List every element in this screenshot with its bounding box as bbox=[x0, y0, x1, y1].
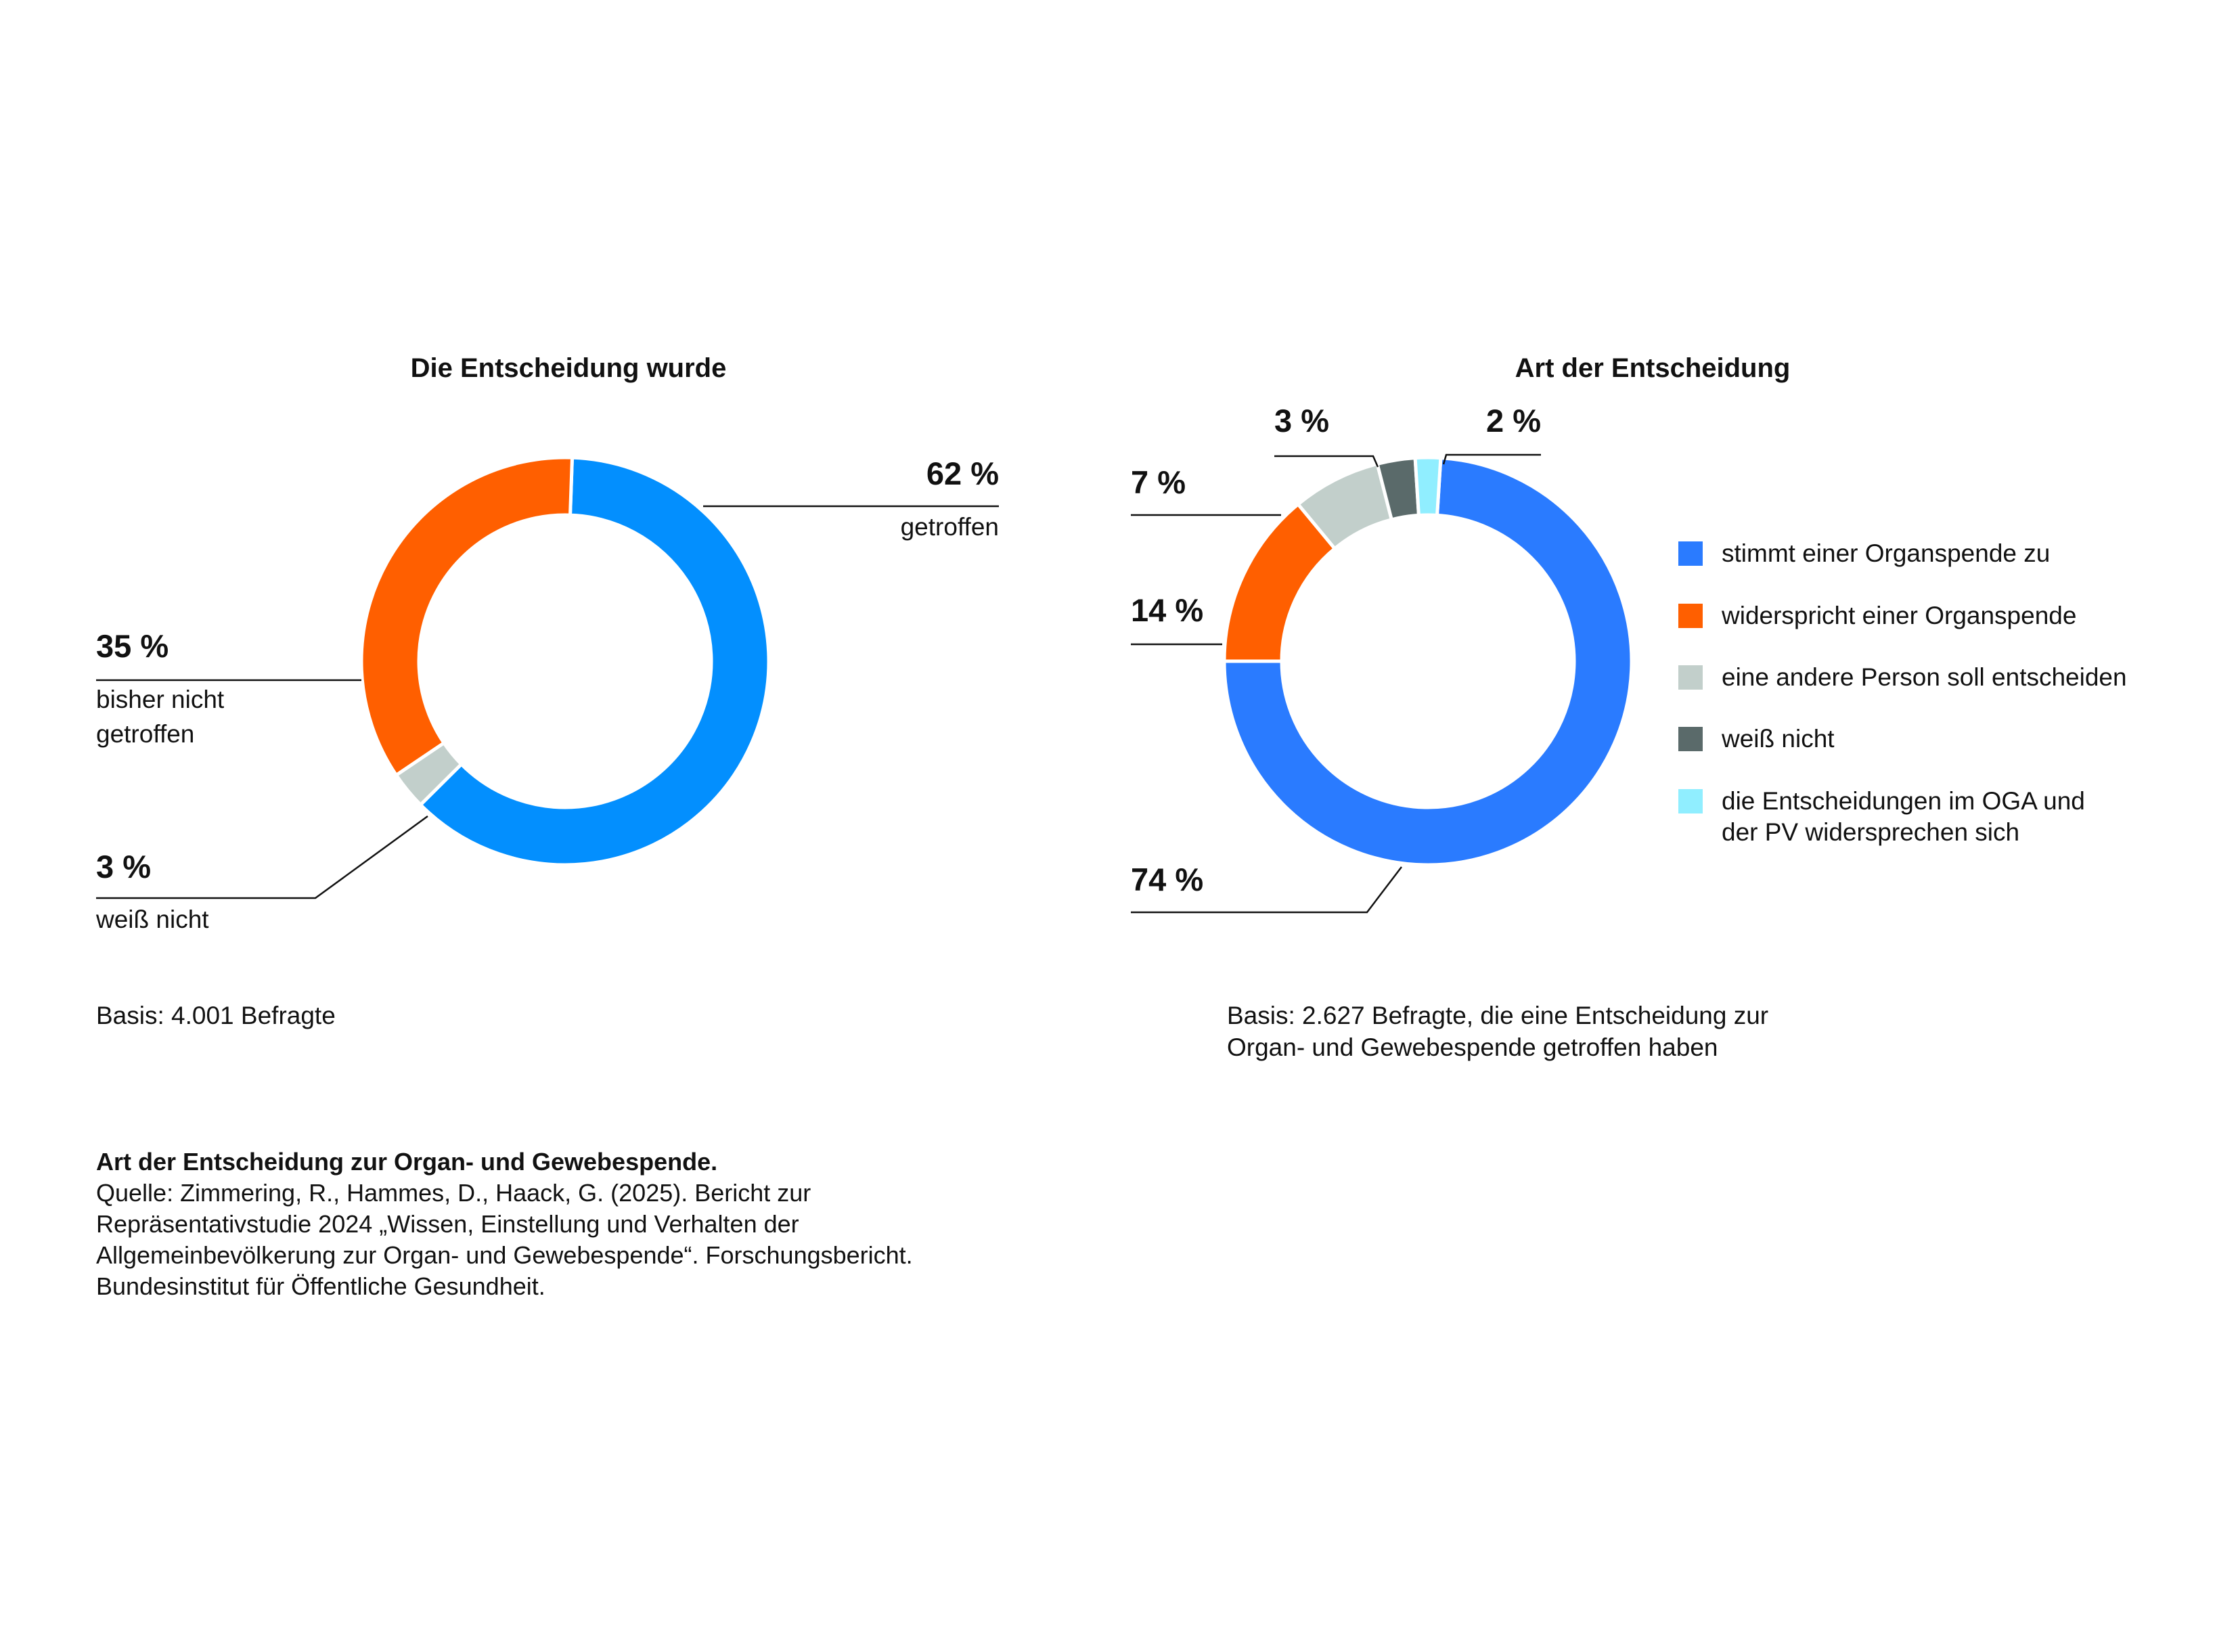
value-label-7: 7 % bbox=[1131, 464, 1186, 500]
value-label-getroffen: 62 % bbox=[926, 455, 999, 491]
leader-line-3-right bbox=[1274, 455, 1379, 468]
chart-title-right: Art der Entscheidung bbox=[1515, 353, 1791, 383]
legend-swatch-widerspricht bbox=[1678, 604, 1703, 628]
footer-line: Quelle: Zimmering, R., Hammes, D., Haack… bbox=[96, 1179, 811, 1207]
footer-line: Repräsentativstudie 2024 „Wissen, Einste… bbox=[96, 1210, 799, 1238]
legend-label-widersprechen-sich-line1: die Entscheidungen im OGA und bbox=[1722, 787, 2085, 815]
legend-swatch-stimmt-zu bbox=[1678, 541, 1703, 566]
donut-slice-0 bbox=[418, 455, 771, 867]
value-label-2: 2 % bbox=[1486, 403, 1541, 439]
footer-line: Allgemeinbevölkerung zur Organ- und Gewe… bbox=[96, 1241, 913, 1269]
slice-label-bisher-nicht-line1: bisher nicht bbox=[96, 686, 225, 713]
basis-note-left: Basis: 4.001 Befragte bbox=[96, 1002, 336, 1029]
value-label-14: 14 % bbox=[1131, 592, 1204, 628]
value-label-3: 3 % bbox=[1274, 403, 1329, 439]
donut-slice-0 bbox=[1222, 455, 1634, 867]
legend-label-widersprechen-sich-line2: der PV widersprechen sich bbox=[1722, 818, 2020, 846]
donut-slice-2 bbox=[359, 455, 575, 778]
leader-line-3-left bbox=[96, 815, 428, 899]
legend-swatch-andere-person bbox=[1678, 665, 1703, 690]
footer-line: Bundesinstitut für Öffentliche Gesundhei… bbox=[96, 1272, 545, 1300]
slice-label-getroffen: getroffen bbox=[900, 513, 999, 541]
legend-swatch-widersprechen-sich bbox=[1678, 789, 1703, 813]
footer-source: Art der Entscheidung zur Organ- und Gewe… bbox=[96, 1146, 913, 1302]
slice-label-weiss-nicht-left: weiß nicht bbox=[96, 906, 209, 933]
value-label-74: 74 % bbox=[1131, 862, 1204, 897]
legend-label-weiss-nicht: weiß nicht bbox=[1722, 725, 1835, 753]
slice-label-bisher-nicht-line2: getroffen bbox=[96, 720, 195, 748]
legend-label-widerspricht: widerspricht einer Organspende bbox=[1722, 602, 2077, 629]
basis-note-right-line1: Basis: 2.627 Befragte, die eine Entschei… bbox=[1227, 1002, 1769, 1029]
chart-title-left: Die Entscheidung wurde bbox=[410, 353, 727, 383]
leader-line-74 bbox=[1131, 866, 1402, 914]
leader-line-2 bbox=[1442, 453, 1541, 465]
footer-heading: Art der Entscheidung zur Organ- und Gewe… bbox=[96, 1148, 718, 1176]
donut-decision-made bbox=[359, 455, 771, 867]
value-label-bisher-nicht: 35 % bbox=[96, 628, 169, 664]
donut-slice-4 bbox=[1413, 455, 1443, 518]
legend-label-andere-person: eine andere Person soll entscheiden bbox=[1722, 663, 2127, 691]
legend-label-stimmt-zu: stimmt einer Organspende zu bbox=[1722, 539, 2051, 567]
legend-swatch-weiss-nicht bbox=[1678, 727, 1703, 751]
donut-decision-type bbox=[1222, 455, 1634, 867]
value-label-weiss-nicht-left: 3 % bbox=[96, 849, 151, 885]
basis-note-right-line2: Organ- und Gewebespende getroffen haben bbox=[1227, 1033, 1718, 1061]
